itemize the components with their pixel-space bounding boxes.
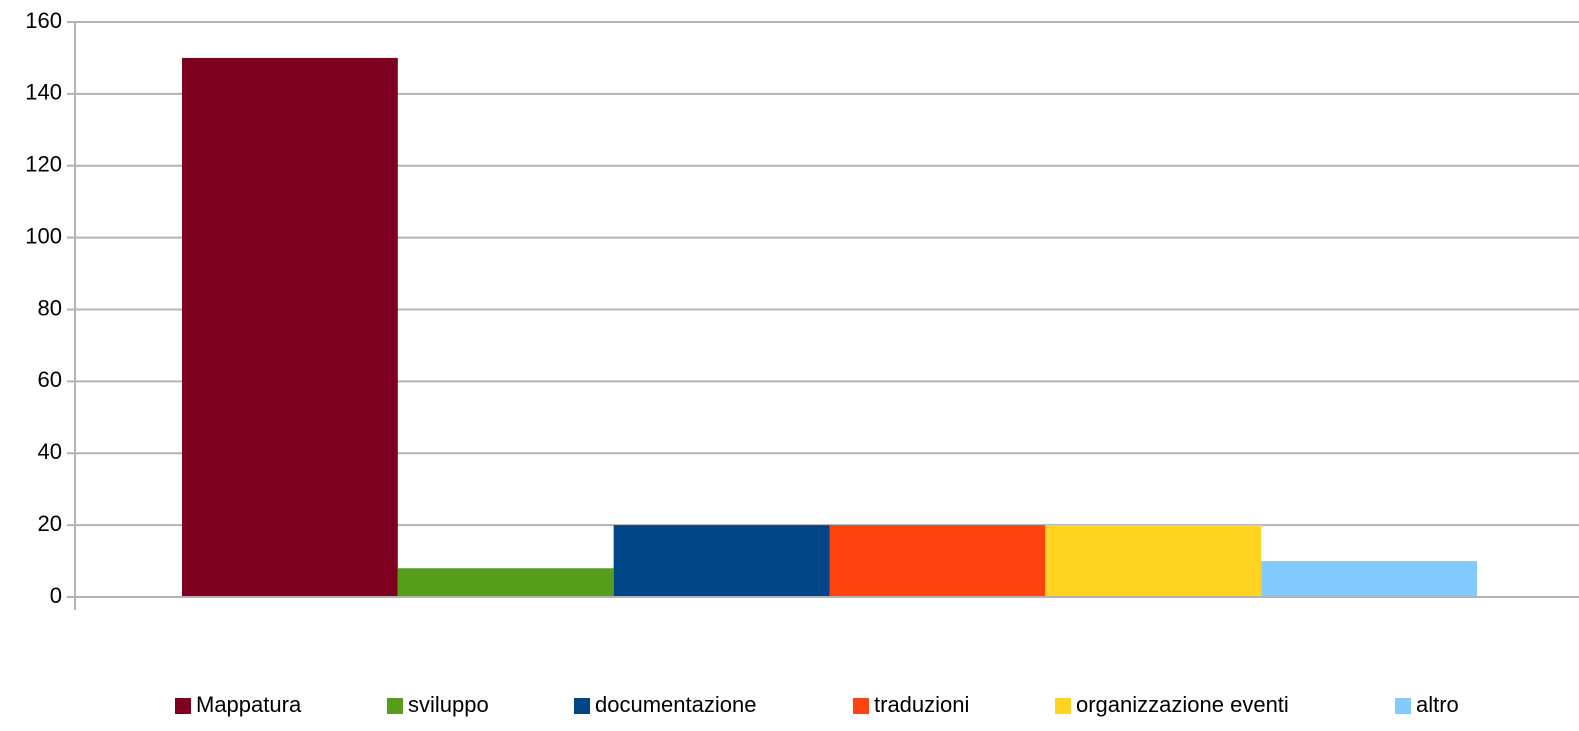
bar — [829, 525, 1046, 597]
legend-swatch — [853, 698, 869, 714]
legend-swatch — [1055, 698, 1071, 714]
bar — [182, 57, 398, 597]
legend-swatch — [574, 698, 590, 714]
legend-label: documentazione — [595, 692, 756, 717]
y-tick-label: 140 — [25, 80, 62, 105]
y-tick-label: 20 — [38, 511, 62, 536]
bar — [1045, 525, 1262, 597]
bar — [1261, 561, 1477, 597]
y-tick-label: 40 — [38, 439, 62, 464]
legend-swatch — [175, 698, 191, 714]
y-tick-label: 160 — [25, 8, 62, 33]
y-tick-label: 80 — [38, 295, 62, 320]
legend-label: altro — [1416, 692, 1459, 717]
legend-label: organizzazione eventi — [1076, 692, 1289, 717]
legend-swatch — [1395, 698, 1411, 714]
legend-swatch — [387, 698, 403, 714]
legend-label: traduzioni — [874, 692, 969, 717]
y-tick-label: 120 — [25, 152, 62, 177]
bar — [397, 568, 614, 597]
y-tick-label: 60 — [38, 367, 62, 392]
bar — [613, 525, 830, 597]
legend-label: Mappatura — [196, 692, 302, 717]
legend-label: sviluppo — [408, 692, 489, 717]
y-tick-label: 0 — [50, 583, 62, 608]
y-tick-label: 100 — [25, 223, 62, 248]
